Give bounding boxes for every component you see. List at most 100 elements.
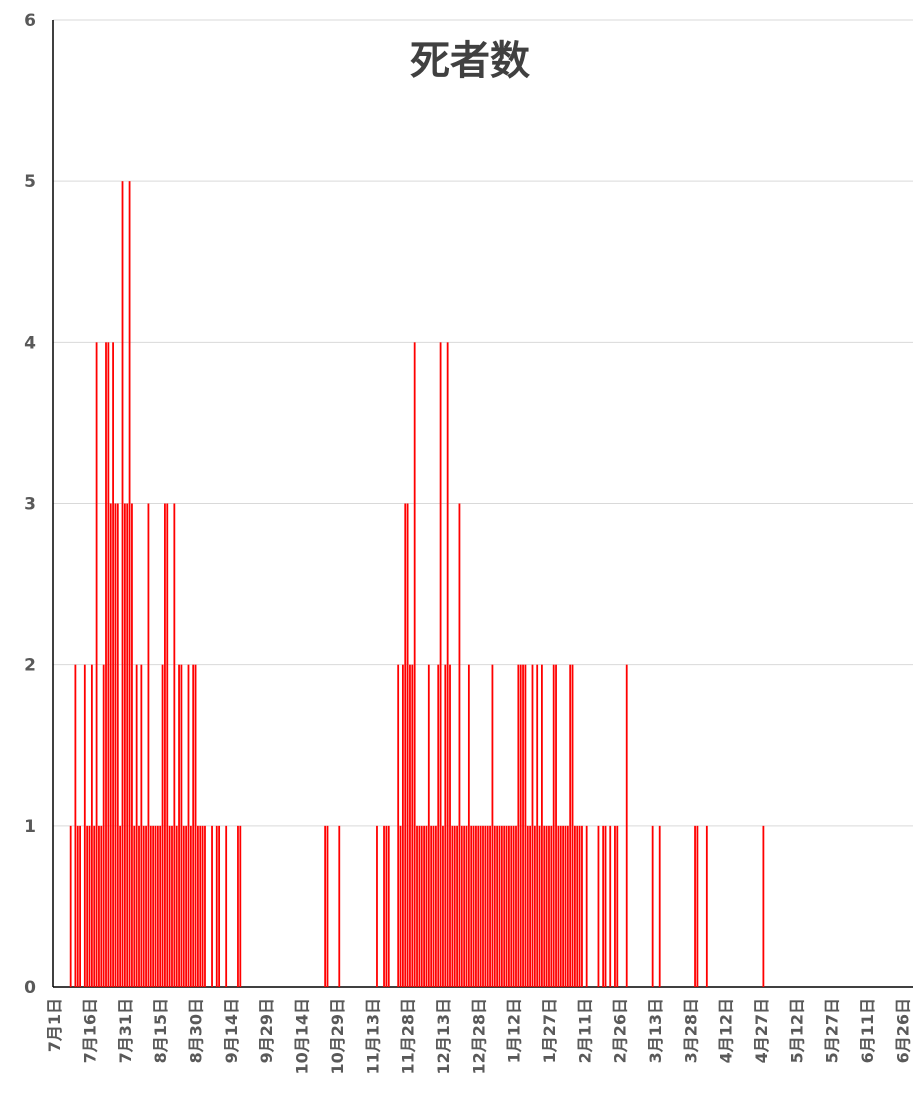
bar — [399, 825, 402, 987]
bar — [116, 503, 119, 987]
bar — [571, 664, 574, 987]
bar — [526, 825, 529, 987]
x-tick-label: 4月27日 — [752, 998, 771, 1063]
bar — [119, 825, 122, 987]
bar — [404, 503, 407, 987]
bar — [479, 825, 482, 987]
bar — [446, 342, 449, 987]
bar — [550, 825, 553, 987]
bar — [451, 825, 454, 987]
bar — [651, 825, 654, 987]
bar — [493, 825, 496, 987]
bar — [225, 825, 228, 987]
bar — [581, 825, 583, 987]
y-tick-label: 5 — [24, 172, 36, 192]
x-tick-label: 12月28日 — [469, 998, 488, 1075]
bar — [173, 503, 176, 987]
bar — [477, 825, 480, 987]
bar — [541, 664, 543, 987]
bar — [437, 664, 440, 987]
bar — [472, 825, 475, 987]
bar — [658, 825, 661, 987]
bar — [597, 825, 600, 987]
bar — [142, 825, 145, 987]
bar — [218, 825, 221, 987]
bar — [573, 825, 576, 987]
bar — [338, 825, 341, 987]
bar — [159, 825, 162, 987]
bar — [508, 825, 510, 987]
x-tick-label: 5月27日 — [823, 998, 842, 1063]
bar — [204, 825, 206, 987]
bar — [486, 825, 489, 987]
bar — [88, 825, 91, 987]
bar — [536, 664, 539, 987]
bar — [201, 825, 204, 987]
bar — [69, 825, 72, 987]
bar — [175, 825, 178, 987]
x-tick-label: 12月13日 — [434, 998, 453, 1075]
x-tick-label: 6月11日 — [858, 998, 877, 1063]
bar — [533, 825, 536, 987]
bar — [425, 825, 428, 987]
bar — [211, 825, 213, 987]
bar — [95, 342, 98, 987]
bar — [557, 825, 560, 987]
y-tick-label: 2 — [24, 656, 36, 676]
bar — [131, 503, 133, 987]
bar — [519, 664, 522, 987]
x-tick-label: 7月31日 — [116, 998, 135, 1063]
bar — [517, 664, 520, 987]
bar — [156, 825, 159, 987]
x-tick-label: 7月1日 — [45, 998, 64, 1052]
x-tick-label: 11月28日 — [399, 998, 418, 1075]
bar — [413, 342, 416, 987]
bar — [512, 825, 515, 987]
x-tick-label: 9月14日 — [222, 998, 241, 1063]
bar — [194, 664, 197, 987]
bar — [74, 664, 77, 987]
bar — [109, 503, 112, 987]
bar — [569, 664, 572, 987]
bar — [505, 825, 508, 987]
bar — [555, 664, 557, 987]
bar — [489, 825, 491, 987]
bar — [442, 825, 444, 987]
bar — [564, 825, 567, 987]
x-tick-label: 1月27日 — [540, 998, 559, 1063]
bar — [463, 825, 466, 987]
bar — [416, 825, 418, 987]
bar — [90, 664, 93, 987]
bar — [705, 825, 708, 987]
bar — [616, 825, 619, 987]
bar — [121, 181, 124, 987]
y-tick-label: 1 — [24, 817, 36, 837]
y-tick-label: 3 — [24, 495, 36, 515]
bar — [98, 825, 100, 987]
bar — [545, 825, 548, 987]
bar — [552, 664, 555, 987]
bar — [326, 825, 329, 987]
bar — [498, 825, 501, 987]
bar — [496, 825, 499, 987]
x-tick-label: 3月28日 — [681, 998, 700, 1063]
bar — [559, 825, 562, 987]
bar — [562, 825, 565, 987]
y-tick-label: 0 — [24, 978, 36, 998]
x-tick-label: 8月15日 — [151, 998, 170, 1063]
bar — [456, 825, 458, 987]
bar — [420, 825, 423, 987]
bar — [491, 664, 494, 987]
bar — [625, 664, 628, 987]
bar — [112, 342, 114, 987]
bar — [180, 664, 183, 987]
bar — [465, 825, 468, 987]
bar — [199, 825, 202, 987]
bar — [411, 664, 414, 987]
bar — [423, 825, 425, 987]
bar — [178, 664, 180, 987]
bar — [135, 664, 138, 987]
bar — [470, 825, 473, 987]
bar — [140, 664, 143, 987]
bar — [83, 664, 86, 987]
